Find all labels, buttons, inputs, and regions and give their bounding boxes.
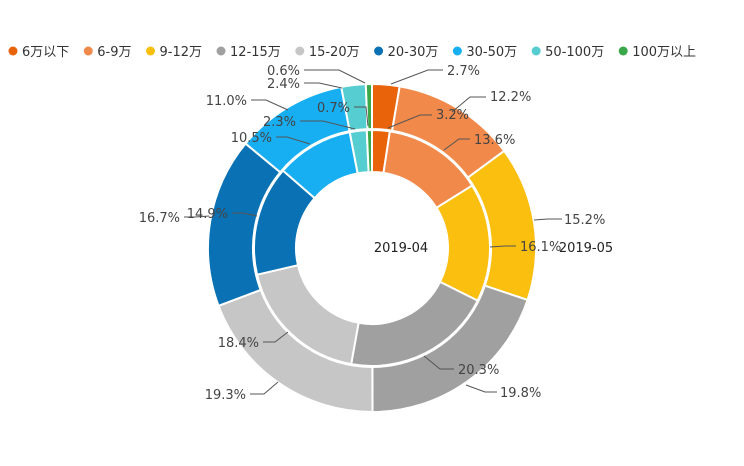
outer-label-cat7: 11.0% — [206, 94, 247, 109]
inner-label-cat5: 18.4% — [218, 336, 259, 351]
inner-label-cat9-leader — [354, 106, 369, 127]
outer-label-cat6: 16.7% — [139, 211, 180, 226]
outer-ring-2019-05 — [207, 82, 537, 414]
inner-label-cat9: 0.7% — [317, 101, 350, 116]
inner-label-cat7: 10.5% — [231, 131, 272, 146]
outer-label-cat2-leader — [451, 96, 486, 113]
inner-label-cat4: 20.3% — [458, 363, 499, 378]
outer-label-cat8: 2.4% — [267, 77, 300, 92]
outer-label-cat9-leader — [304, 69, 366, 84]
label-leader-lines — [184, 69, 562, 395]
outer-label-cat1-leader — [390, 69, 443, 85]
inner-label-cat2-leader — [443, 138, 470, 151]
outer-label-cat5-leader — [250, 381, 279, 395]
legend-item-12-15-cat4[interactable]: 12-15万 — [230, 45, 281, 60]
legend-item-6-9-cat2[interactable]: 6-9万 — [97, 45, 131, 60]
legend-marker-9-12-cat3 — [146, 46, 156, 56]
legend-marker-6-cat1 — [8, 46, 18, 56]
inner-label-cat2: 13.6% — [474, 133, 515, 148]
outer-label-cat4-leader — [465, 384, 497, 393]
inner-label-cat6-leader — [232, 212, 258, 217]
outer-label-cat7-leader — [251, 99, 289, 111]
outer-slice-100-cat9[interactable] — [364, 82, 373, 131]
inner-label-cat3: 16.1% — [520, 240, 561, 255]
inner-slice-100-cat9[interactable] — [365, 128, 373, 174]
inner-label-cat7-leader — [276, 136, 311, 145]
outer-label-cat8-leader — [304, 82, 343, 89]
inner-label-cat8: 2.3% — [263, 115, 296, 130]
extra-label-1-leader — [387, 114, 432, 129]
legend-item-15-20-cat5[interactable]: 15-20万 — [309, 45, 360, 60]
outer-series-label: 2019-05 — [559, 241, 613, 256]
inner-label-cat4-leader — [423, 355, 454, 370]
outer-label-cat6-leader — [184, 215, 210, 218]
legend-marker-100-cat9 — [618, 46, 628, 56]
legend-item-100-cat9[interactable]: 100万以上 — [632, 45, 696, 60]
inner-label-cat8-leader — [300, 120, 356, 130]
legend-item-6-cat1[interactable]: 6万以下 — [22, 45, 69, 60]
legend-item-30-50-cat7[interactable]: 30-50万 — [466, 45, 517, 60]
outer-label-cat1: 2.7% — [447, 64, 480, 79]
legend-marker-6-9-cat2 — [83, 46, 93, 56]
inner-label-cat6: 14.9% — [187, 207, 228, 222]
outer-label-cat2: 12.2% — [490, 90, 531, 105]
inner-label-cat5-leader — [263, 331, 289, 343]
legend-marker-12-15-cat4 — [216, 46, 226, 56]
inner-label-cat3-leader — [489, 245, 516, 248]
outer-label-cat9: 0.6% — [267, 64, 300, 79]
extra-label-1: 3.2% — [436, 108, 469, 123]
outer-label-cat4: 19.8% — [500, 386, 541, 401]
legend: 6万以下 6-9万 9-12万 12-15万 15-20万 20-30万 30-50万 50-… — [8, 45, 696, 60]
percentage-labels: 2.7%12.2%15.2%19.8%19.3%16.7%11.0%2.4%0.… — [139, 64, 606, 403]
legend-item-9-12-cat3[interactable]: 9-12万 — [160, 45, 203, 60]
legend-marker-30-50-cat7 — [452, 46, 462, 56]
outer-label-cat3: 15.2% — [564, 213, 605, 228]
inner-ring-2019-04 — [253, 128, 491, 367]
legend-marker-50-100-cat8 — [531, 46, 541, 56]
outer-label-cat3-leader — [533, 218, 562, 221]
inner-series-label: 2019-04 — [374, 241, 428, 256]
legend-marker-15-20-cat5 — [295, 46, 305, 56]
legend-item-20-30-cat6[interactable]: 20-30万 — [388, 45, 439, 60]
legend-item-50-100-cat8[interactable]: 50-100万 — [545, 45, 604, 60]
legend-marker-20-30-cat6 — [374, 46, 384, 56]
outer-label-cat5: 19.3% — [205, 388, 246, 403]
